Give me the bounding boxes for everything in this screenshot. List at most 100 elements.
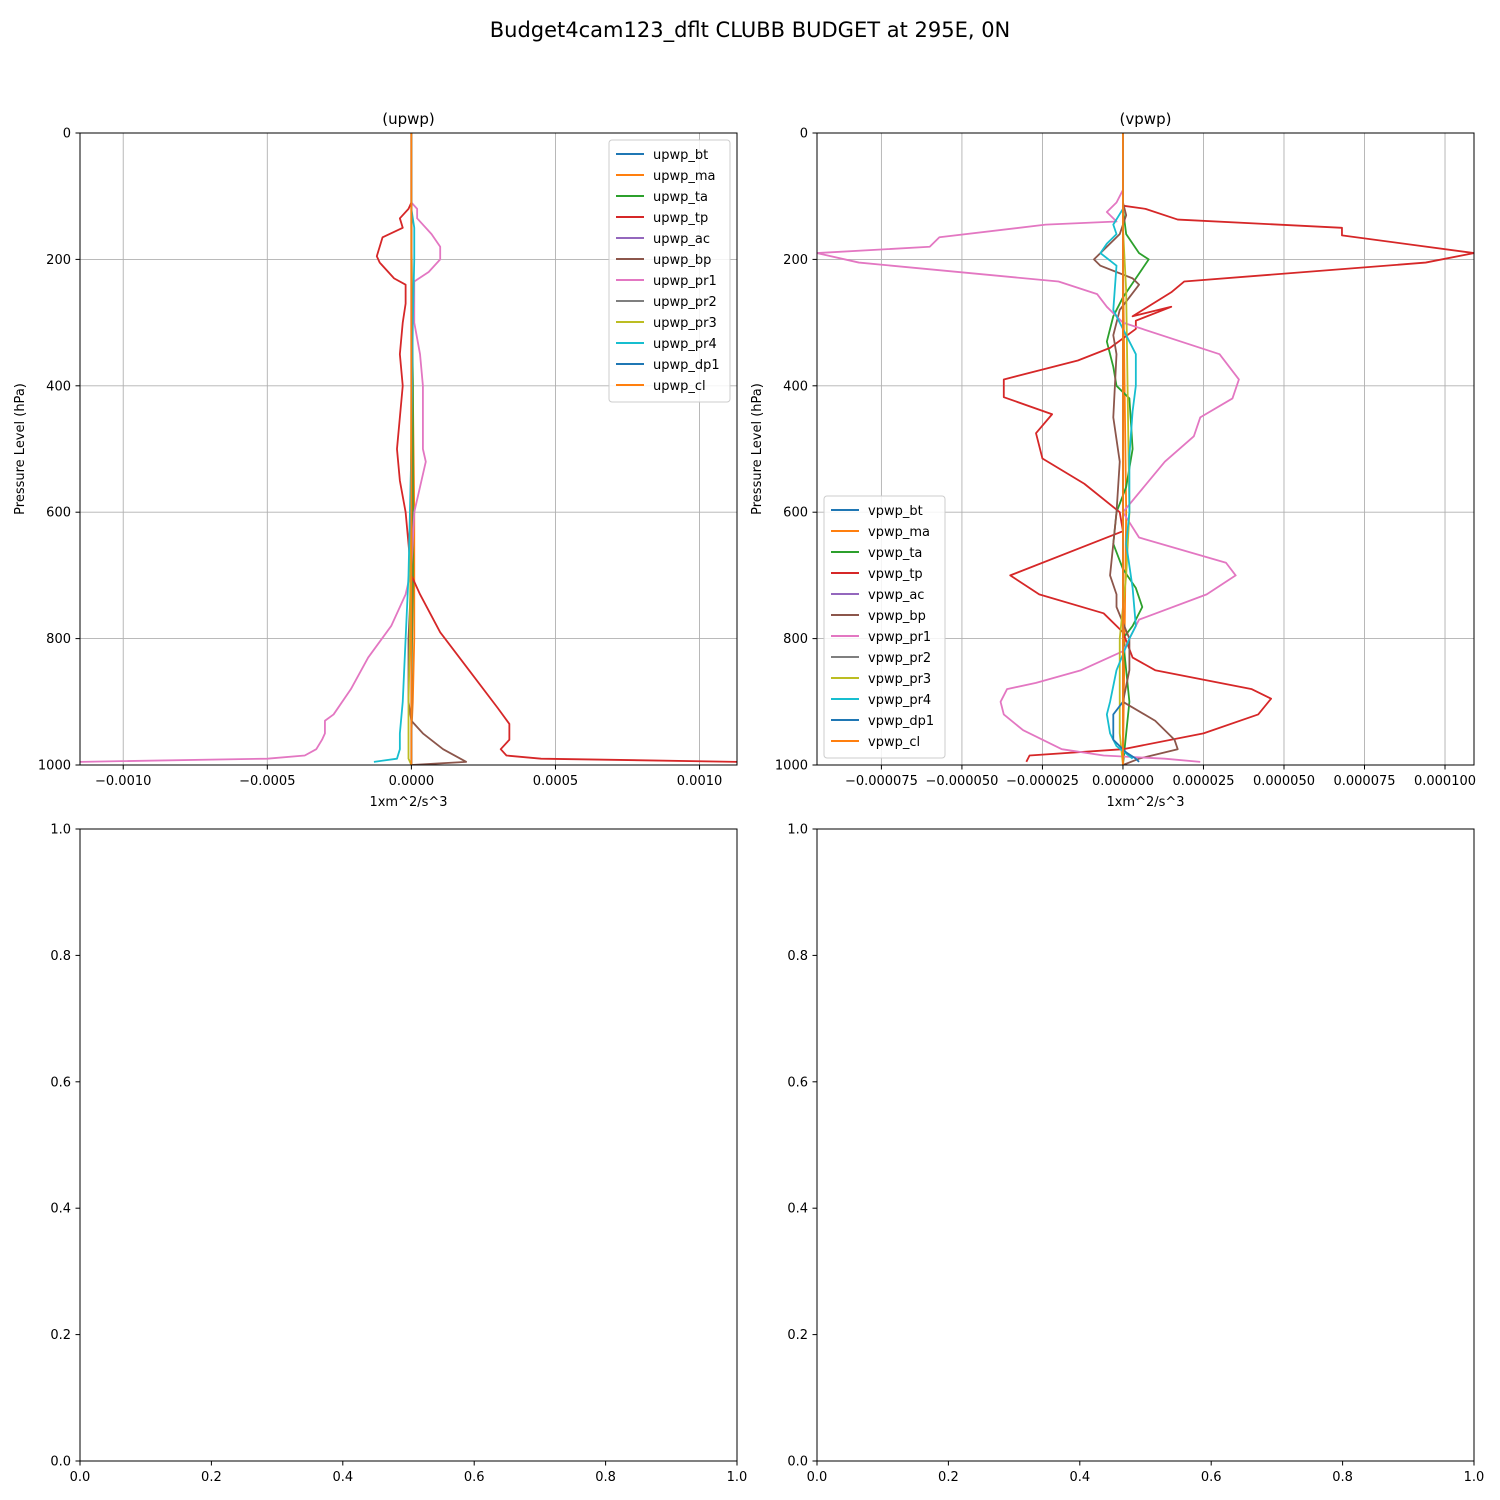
x-ticks: −0.0010 −0.0005 0.0000 0.0005 0.0010 <box>95 765 722 789</box>
legend-item: upwp_bt <box>616 148 708 163</box>
y-ticks: 0.0 0.2 0.4 0.6 0.8 1.0 <box>50 823 80 1470</box>
legend-label: vpwp_tp <box>868 567 923 582</box>
y-tick-label: 400 <box>46 379 71 394</box>
legend-label: upwp_pr1 <box>653 274 717 289</box>
legend-label: upwp_bt <box>653 148 708 163</box>
y-tick-label: 1000 <box>38 759 71 774</box>
legend-label: upwp_tp <box>653 211 708 226</box>
x-tick-label: −0.0010 <box>95 774 151 789</box>
chart-panel-4: 0.0 0.2 0.4 0.6 0.8 1.0 0.0 0.2 0.4 0.6 0.8 1.0 <box>787 823 1484 1486</box>
x-tick-label: 0.4 <box>1069 1470 1090 1485</box>
y-tick-label: 600 <box>46 506 71 521</box>
series-line-vpwp_pr4 <box>1099 133 1137 760</box>
series-line-vpwp_pr3 <box>1118 133 1131 765</box>
series-line-upwp_tp <box>375 133 737 763</box>
series-lines <box>80 133 737 765</box>
x-tick-label: 0.000075 <box>1333 774 1395 789</box>
legend-label: vpwp_pr2 <box>868 651 931 666</box>
y-tick-label: 200 <box>46 253 71 268</box>
x-axis-label: 1xm^2/s^3 <box>1106 795 1184 810</box>
y-tick-label: 0.4 <box>50 1202 71 1217</box>
y-tick-label: 1000 <box>775 759 808 774</box>
x-tick-label: 0.6 <box>464 1470 485 1485</box>
legend-label: upwp_pr2 <box>653 295 717 310</box>
y-tick-label: 0.4 <box>787 1202 808 1217</box>
x-tick-label: 0.4 <box>332 1470 353 1485</box>
x-tick-label: −0.000075 <box>845 774 918 789</box>
subplot-grid: −0.0010 −0.0005 0.0000 0.0005 0.0010 0 200 400 6… <box>13 110 1484 1485</box>
legend-item: upwp_cl <box>616 379 706 394</box>
y-tick-label: 0.8 <box>787 949 808 964</box>
chart-panel-1: −0.0010 −0.0005 0.0000 0.0005 0.0010 0 200 400 6… <box>13 110 738 810</box>
x-tick-label: 0.0010 <box>677 774 723 789</box>
y-tick-label: 1.0 <box>787 823 808 838</box>
x-tick-label: 0.8 <box>1332 1470 1353 1485</box>
series-line-vpwp_bp <box>1093 133 1179 765</box>
y-tick-label: 0.0 <box>787 1455 808 1470</box>
series-lines <box>817 133 1474 765</box>
x-tick-label: −0.000025 <box>1006 774 1079 789</box>
x-axis-label: 1xm^2/s^3 <box>369 795 447 810</box>
legend-item: vpwp_ac <box>831 588 924 603</box>
y-ticks: 0 200 400 600 800 1000 <box>38 127 80 774</box>
x-ticks: −0.000075 −0.000050 −0.000025 0.000000 0.000… <box>845 765 1476 789</box>
legend-item: vpwp_ma <box>831 525 930 540</box>
x-tick-label: 0.000025 <box>1172 774 1234 789</box>
legend-label: upwp_cl <box>653 379 706 394</box>
legend-label: upwp_bp <box>653 253 711 268</box>
series-line-vpwp_tp <box>1002 133 1474 763</box>
legend-box <box>823 495 946 759</box>
y-tick-label: 0.6 <box>50 1075 71 1090</box>
chart-panel-3: 0.0 0.2 0.4 0.6 0.8 1.0 0.0 0.2 0.4 0.6 0.8 1.0 <box>50 823 747 1486</box>
legend-item: vpwp_pr2 <box>831 651 931 666</box>
y-ticks: 0.0 0.2 0.4 0.6 0.8 1.0 <box>787 823 817 1470</box>
axes-frame <box>816 132 1475 766</box>
legend-item: vpwp_pr1 <box>831 630 931 645</box>
legend: upwp_bt upwp_ma upwp_ta upwp_tp upwp_ac upwp_… <box>608 139 731 403</box>
series-line-vpwp_pr1 <box>817 133 1240 763</box>
x-tick-label: 0.6 <box>1201 1470 1222 1485</box>
x-tick-label: 0.000050 <box>1253 774 1315 789</box>
legend-label: upwp_pr3 <box>653 316 717 331</box>
legend-item: vpwp_ta <box>831 546 922 561</box>
y-tick-label: 0 <box>800 127 808 142</box>
x-tick-label: 0.0000 <box>389 774 435 789</box>
x-tick-label: 0.2 <box>938 1470 959 1485</box>
y-ticks: 0 200 400 600 800 1000 <box>775 127 817 774</box>
legend-item: vpwp_pr4 <box>831 693 931 708</box>
x-tick-label: 0.0 <box>70 1470 91 1485</box>
x-tick-label: −0.0005 <box>239 774 295 789</box>
legend-label: vpwp_ma <box>868 525 930 540</box>
y-tick-label: 0.0 <box>50 1455 71 1470</box>
legend-label: vpwp_pr3 <box>868 672 931 687</box>
legend-item: upwp_ac <box>616 232 710 247</box>
x-ticks: 0.0 0.2 0.4 0.6 0.8 1.0 <box>807 1461 1484 1485</box>
x-tick-label: −0.000050 <box>925 774 998 789</box>
legend-item: vpwp_dp1 <box>831 714 934 729</box>
y-tick-label: 0.6 <box>787 1075 808 1090</box>
figure-suptitle: Budget4cam123_dflt CLUBB BUDGET at 295E,… <box>490 18 1011 43</box>
legend-item: vpwp_tp <box>831 567 923 582</box>
chart-panel-2: −0.000075 −0.000050 −0.000025 0.000000 0.000… <box>750 110 1476 810</box>
legend-label: vpwp_ac <box>868 588 924 603</box>
legend: vpwp_bt vpwp_ma vpwp_ta vpwp_tp vpwp_ac vpwp_… <box>823 495 946 759</box>
y-tick-label: 600 <box>783 506 808 521</box>
legend-label: vpwp_ta <box>868 546 922 561</box>
x-tick-label: 0.2 <box>201 1470 222 1485</box>
y-tick-label: 800 <box>783 632 808 647</box>
y-tick-label: 0 <box>63 127 71 142</box>
axes-frame <box>79 132 738 766</box>
legend-label: vpwp_bt <box>868 504 923 519</box>
legend-label: upwp_dp1 <box>653 358 720 373</box>
legend-label: vpwp_dp1 <box>868 714 934 729</box>
axes-frame <box>79 828 738 1462</box>
legend-label: vpwp_cl <box>868 735 920 750</box>
x-tick-label: 0.000000 <box>1092 774 1154 789</box>
legend-item: upwp_pr3 <box>616 316 717 331</box>
legend-label: upwp_ta <box>653 190 708 205</box>
series-line-upwp_pr4 <box>373 133 416 763</box>
y-tick-label: 200 <box>783 253 808 268</box>
legend-label: vpwp_pr1 <box>868 630 931 645</box>
x-ticks: 0.0 0.2 0.4 0.6 0.8 1.0 <box>70 1461 747 1485</box>
